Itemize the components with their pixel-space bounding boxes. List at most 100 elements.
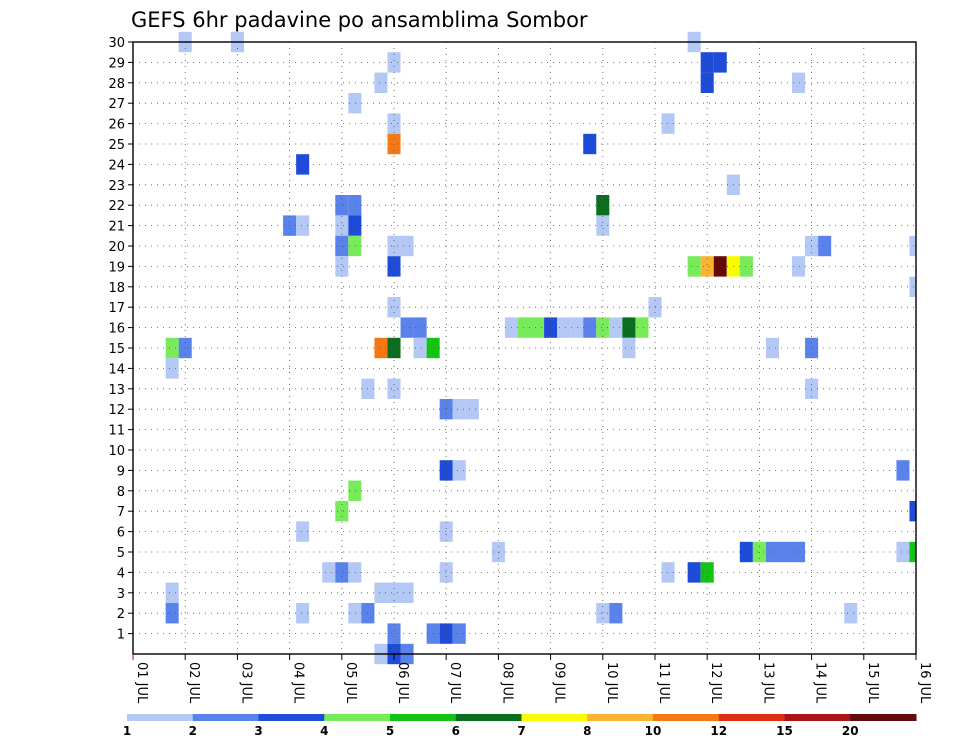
precip-cell [661,562,675,583]
precip-cell [400,317,414,338]
precip-cell [909,276,916,297]
precip-cell [609,317,623,338]
y-tick-label: 8 [117,485,125,500]
precip-cell [348,603,362,624]
y-tick-label: 17 [108,301,125,316]
precip-cell [413,317,427,338]
y-tick-label: 12 [108,403,125,418]
x-tick-label: 04 JUL [291,662,306,704]
y-tick-label: 11 [108,424,125,439]
precip-cell [374,337,388,359]
y-tick-label: 23 [108,179,125,194]
x-tick-label: 06 JUL [395,662,410,704]
precip-cell [335,215,349,236]
x-tick-label: 13 JUL [760,662,775,704]
precip-cell [348,480,362,501]
precip-cell [700,562,714,583]
y-tick-label: 2 [117,607,125,622]
precip-cell [687,562,701,583]
color-bar-swatch [784,714,851,721]
color-bar-swatch [653,714,720,721]
precip-cell [296,215,310,236]
y-tick-label: 10 [108,444,125,459]
precip-cell [713,256,727,277]
y-tick-label: 16 [108,322,125,337]
color-bar-swatch [455,714,522,721]
precip-cell [596,603,610,624]
precip-cell [596,317,610,338]
precip-cell [609,603,623,624]
color-bar-label: 8 [583,724,591,738]
precip-cell [322,562,336,583]
precip-cell [739,256,753,277]
color-bar-label: 2 [189,724,197,738]
y-tick-label: 21 [108,220,125,235]
precip-cell [778,541,793,563]
precip-cell [765,337,779,359]
precip-cell [335,562,349,583]
precip-cell [439,623,453,644]
precip-cell [622,317,636,338]
precip-cell [661,113,675,134]
precip-cell [335,195,349,216]
precip-cell [335,256,349,277]
precip-cell [439,460,453,481]
y-tick-label: 3 [117,587,125,602]
precip-cell [413,337,427,359]
precip-cell [165,358,179,379]
precip-cell [622,337,636,359]
precip-cell [909,541,916,563]
color-bar-swatch [718,714,785,721]
precip-cell [439,562,453,583]
precip-cell [765,541,779,563]
color-bar-label: 1 [123,724,131,738]
color-bar-swatch [390,714,457,721]
y-tick-label: 9 [117,464,125,479]
precip-cell [818,235,832,257]
y-tick-label: 22 [108,199,125,214]
y-tick-label: 27 [108,97,125,112]
color-bar-label: 3 [254,724,262,738]
precip-cell [387,297,401,318]
precip-cell [531,317,545,338]
color-bar-label: 10 [645,724,662,738]
precip-cell [909,235,916,257]
precip-cell [335,501,349,522]
color-bar-swatch [127,714,194,721]
y-tick-label: 13 [108,383,125,398]
precip-cell [296,603,310,624]
color-bar: 1 2 3 4 5 6 7 8 10 12 15 20 [123,714,917,738]
x-tick-label: 15 JUL [865,662,880,704]
y-tick-label: 24 [108,158,125,173]
precip-cell [439,399,453,420]
precip-cell [165,582,179,603]
precip-cell [348,562,362,583]
precip-cell [400,582,414,603]
precip-cell [700,52,714,73]
y-tick-label: 26 [108,118,125,133]
x-tick-label: 12 JUL [708,662,723,704]
precip-cell [296,154,310,175]
precip-cell [387,623,401,644]
precip-cell [739,541,753,563]
precip-cell [387,256,401,277]
precip-cell [452,623,466,644]
y-tick-label: 19 [108,260,125,275]
color-bar-label: 5 [386,724,394,738]
color-bar-label: 15 [776,724,793,738]
precip-cell [374,582,388,603]
precip-cell [400,235,414,257]
precip-cell [387,582,401,603]
color-bar-label: 20 [842,724,859,738]
x-tick-label: 03 JUL [238,662,253,704]
precip-cell [387,113,401,134]
precip-cell [348,235,362,257]
precip-cell [596,195,610,216]
precip-cell [844,603,858,624]
precip-cell [713,52,727,73]
precip-cell [387,52,401,73]
x-tick-label: 09 JUL [552,662,567,704]
color-bar-swatch [587,714,654,721]
precip-cell [557,317,571,338]
